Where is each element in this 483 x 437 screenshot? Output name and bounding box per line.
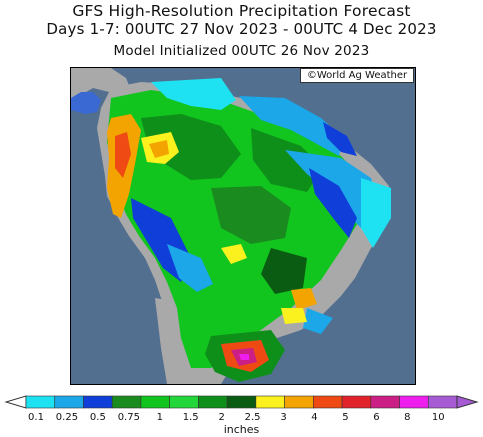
colorbar-min-arrow [4,395,27,409]
colorbar-tick-label: 0.1 [28,412,44,423]
colorbar-swatch [255,395,285,409]
map-canvas [71,68,391,384]
colorbar-swatch [284,395,314,409]
precipitation-map: ©World Ag Weather [70,67,416,385]
colorbar-tick-label: 2 [218,412,224,423]
colorbar-swatch [341,395,372,409]
colorbar-tick-label: 5 [342,412,348,423]
colorbar-tick-label: 0.25 [56,412,78,423]
colorbar-tick-label: 0.75 [118,412,140,423]
colorbar-swatch [140,395,170,409]
colorbar-max-arrow [456,395,479,409]
colorbar-swatch [83,395,113,409]
colorbar-tick-label: 10 [432,412,445,423]
colorbar-tick-label: 8 [404,412,410,423]
colorbar-tick-label: 6 [373,412,379,423]
colorbar-swatch [399,395,429,409]
land-caribbean [71,92,101,114]
colorbar-tick-label: 2.5 [245,412,261,423]
colorbar: 0.1 0.25 0.5 0.75 1 1.5 2 2.5 3 4 5 6 8 10 [0,392,483,437]
colorbar-units: inches [223,423,260,436]
colorbar-swatch [169,395,199,409]
model-init-time: Model Initialized 00UTC 26 Nov 2023 [113,43,370,59]
copyright-label: ©World Ag Weather [300,68,414,83]
colorbar-swatch [427,395,458,409]
colorbar-tick-label: 1 [157,412,163,423]
colorbar-tick-label: 1.5 [183,412,199,423]
colorbar-swatch [313,395,343,409]
map-title: GFS High-Resolution Precipitation Foreca… [72,2,411,20]
colorbar-swatch [198,395,228,409]
forecast-period: Days 1-7: 00UTC 27 Nov 2023 - 00UTC 4 De… [46,20,437,38]
colorbar-tick-label: 4 [311,412,317,423]
colorbar-swatch [111,395,142,409]
colorbar-tick-label: 0.5 [90,412,106,423]
colorbar-tick-label: 3 [280,412,286,423]
colorbar-swatch [25,395,56,409]
colorbar-swatch [370,395,400,409]
colorbar-svg: 0.1 0.25 0.5 0.75 1 1.5 2 2.5 3 4 5 6 8 10 [4,395,479,423]
colorbar-swatch [54,395,84,409]
colorbar-swatch [226,395,257,409]
